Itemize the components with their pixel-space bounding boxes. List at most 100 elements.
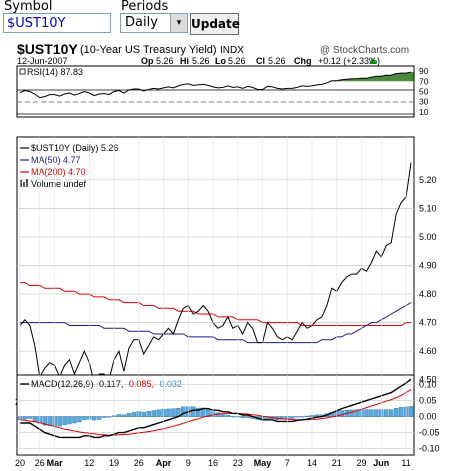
macd-histogram-bar (27, 416, 33, 419)
macd-histogram-bar (121, 414, 127, 417)
macd-histogram-bar (131, 412, 137, 417)
volume-legend: Volume undef (31, 179, 87, 189)
price-legend: $UST10Y (Daily) 5.26 (31, 143, 118, 153)
lo-label: Lo (215, 56, 226, 66)
macd-legend-prefix: MACD(12,26,9) (31, 379, 94, 389)
stockcharts-watermark: @ StockCharts.com (320, 45, 409, 56)
x-tick-label: Jun (373, 458, 389, 468)
x-tick-label: Apr (156, 458, 172, 468)
x-tick-label: 16 (208, 458, 218, 468)
macd-tick-label: 0.10 (419, 380, 437, 390)
ma50-line (20, 302, 412, 344)
rsi-tick-label: 90 (419, 66, 429, 76)
price-tick-label: 5.10 (419, 203, 437, 213)
rsi-tick-label: 70 (419, 76, 429, 86)
x-tick-label: 19 (109, 458, 119, 468)
price-tick-label: 4.80 (419, 289, 437, 299)
macd-histogram-bar (151, 410, 156, 417)
chevron-down-icon[interactable]: ▾ (170, 14, 187, 32)
macd-histogram-bar (96, 416, 102, 420)
macd-histogram-bar (240, 416, 245, 419)
hi-value: 5.26 (192, 56, 210, 66)
macd-histogram-bar (408, 406, 414, 417)
macd-histogram-bar (354, 409, 359, 417)
macd-histogram-bar (190, 406, 196, 417)
x-tick-label: 11 (401, 458, 410, 468)
ma200-legend: MA(200) 4.70 (31, 167, 86, 177)
chg-value: +0.12 (+2.33%) (318, 56, 380, 66)
cl-label: Cl (256, 56, 265, 66)
volume-icon (20, 179, 28, 187)
macd-histogram-bar (146, 411, 151, 417)
macd-histogram-bar (126, 413, 132, 417)
macd-tick-label: 0.00 (419, 412, 437, 422)
macd-legend-signal: 0.085, (129, 379, 154, 389)
macd-legend: MACD(12,26,9) 0.117, 0.085, 0.032 (31, 379, 182, 389)
x-tick-label: May (254, 458, 272, 468)
price-tick-label: 5.00 (419, 232, 437, 242)
macd-histogram-bar (230, 416, 236, 418)
ma200-line (20, 282, 411, 326)
macd-histogram-bar (106, 416, 112, 418)
macd-histogram-bar (141, 411, 147, 417)
rsi-tick-label: 10 (419, 107, 429, 117)
chart-exchange: INDX (220, 45, 244, 56)
macd-histogram-bar (77, 416, 82, 423)
chart-ticker: $UST10Y (17, 41, 78, 57)
x-tick-label: 21 (332, 458, 342, 468)
macd-histogram-bar (220, 414, 226, 417)
stock-chart: $UST10Y (10-Year US Treasury Yield) INDX… (15, 41, 440, 468)
price-tick-label: 4.60 (419, 346, 437, 356)
macd-histogram-bar (57, 416, 62, 427)
macd-histogram-bar (295, 416, 300, 418)
update-button[interactable]: Update (190, 13, 240, 35)
x-tick-label: 12 (84, 458, 94, 468)
x-tick-label: 9 (186, 458, 191, 468)
macd-histogram-bar (67, 416, 72, 425)
x-tick-label: 26 (35, 458, 45, 468)
macd-histogram-bar (389, 409, 394, 417)
macd-histogram-bar (349, 409, 354, 417)
rsi-legend-swatch (19, 68, 26, 75)
macd-histogram-bar (82, 416, 87, 421)
x-tick-label: 23 (233, 458, 243, 468)
macd-signal-line (19, 388, 412, 436)
period-select-value: Daily (125, 15, 158, 30)
macd-legend-value: 0.117, (99, 379, 123, 389)
macd-histogram-bar (181, 406, 186, 417)
x-tick-label: 20 (15, 458, 25, 468)
macd-histogram-bar (22, 416, 28, 420)
macd-histogram-bar (290, 416, 295, 419)
rsi-legend: RSI(14) 87.83 (27, 67, 83, 77)
ma50-legend: MA(50) 4.77 (31, 155, 81, 165)
chart-date: 12-Jun-2007 (17, 56, 68, 66)
symbol-input[interactable] (3, 13, 111, 33)
price-tick-label: 4.50 (419, 375, 437, 385)
macd-histogram-bar (225, 414, 231, 417)
period-select[interactable]: Daily ▾ (120, 13, 188, 33)
macd-tick-label: -0.05 (419, 428, 440, 438)
macd-histogram-bar (156, 409, 161, 417)
price-tick-label: 5.20 (419, 175, 437, 185)
x-tick-label: 29 (356, 458, 366, 468)
x-tick-label: 14 (307, 458, 317, 468)
macd-legend-hist: 0.032 (159, 379, 182, 389)
x-tick-label: Mar (47, 458, 64, 468)
price-tick-label: 4.70 (419, 318, 437, 328)
rsi-tick-label: 30 (419, 97, 429, 107)
macd-histogram-bar (314, 414, 320, 417)
up-arrow-icon (369, 58, 377, 64)
price-line (19, 162, 412, 384)
macd-histogram-bar (398, 407, 404, 417)
macd-histogram-bar (304, 415, 310, 417)
chg-label: Chg (294, 56, 312, 66)
macd-histogram-bar (101, 416, 107, 418)
macd-histogram-bar (384, 409, 389, 417)
lo-value: 5.26 (228, 56, 246, 66)
macd-histogram-bar (374, 409, 379, 417)
macd-histogram-bar (62, 416, 67, 426)
ohlc-summary: Op 5.26 Hi 5.26 Lo 5.26 Cl 5.26 Chg +0.1… (141, 56, 380, 66)
rsi-line (19, 71, 412, 99)
macd-histogram-bar (339, 410, 344, 417)
